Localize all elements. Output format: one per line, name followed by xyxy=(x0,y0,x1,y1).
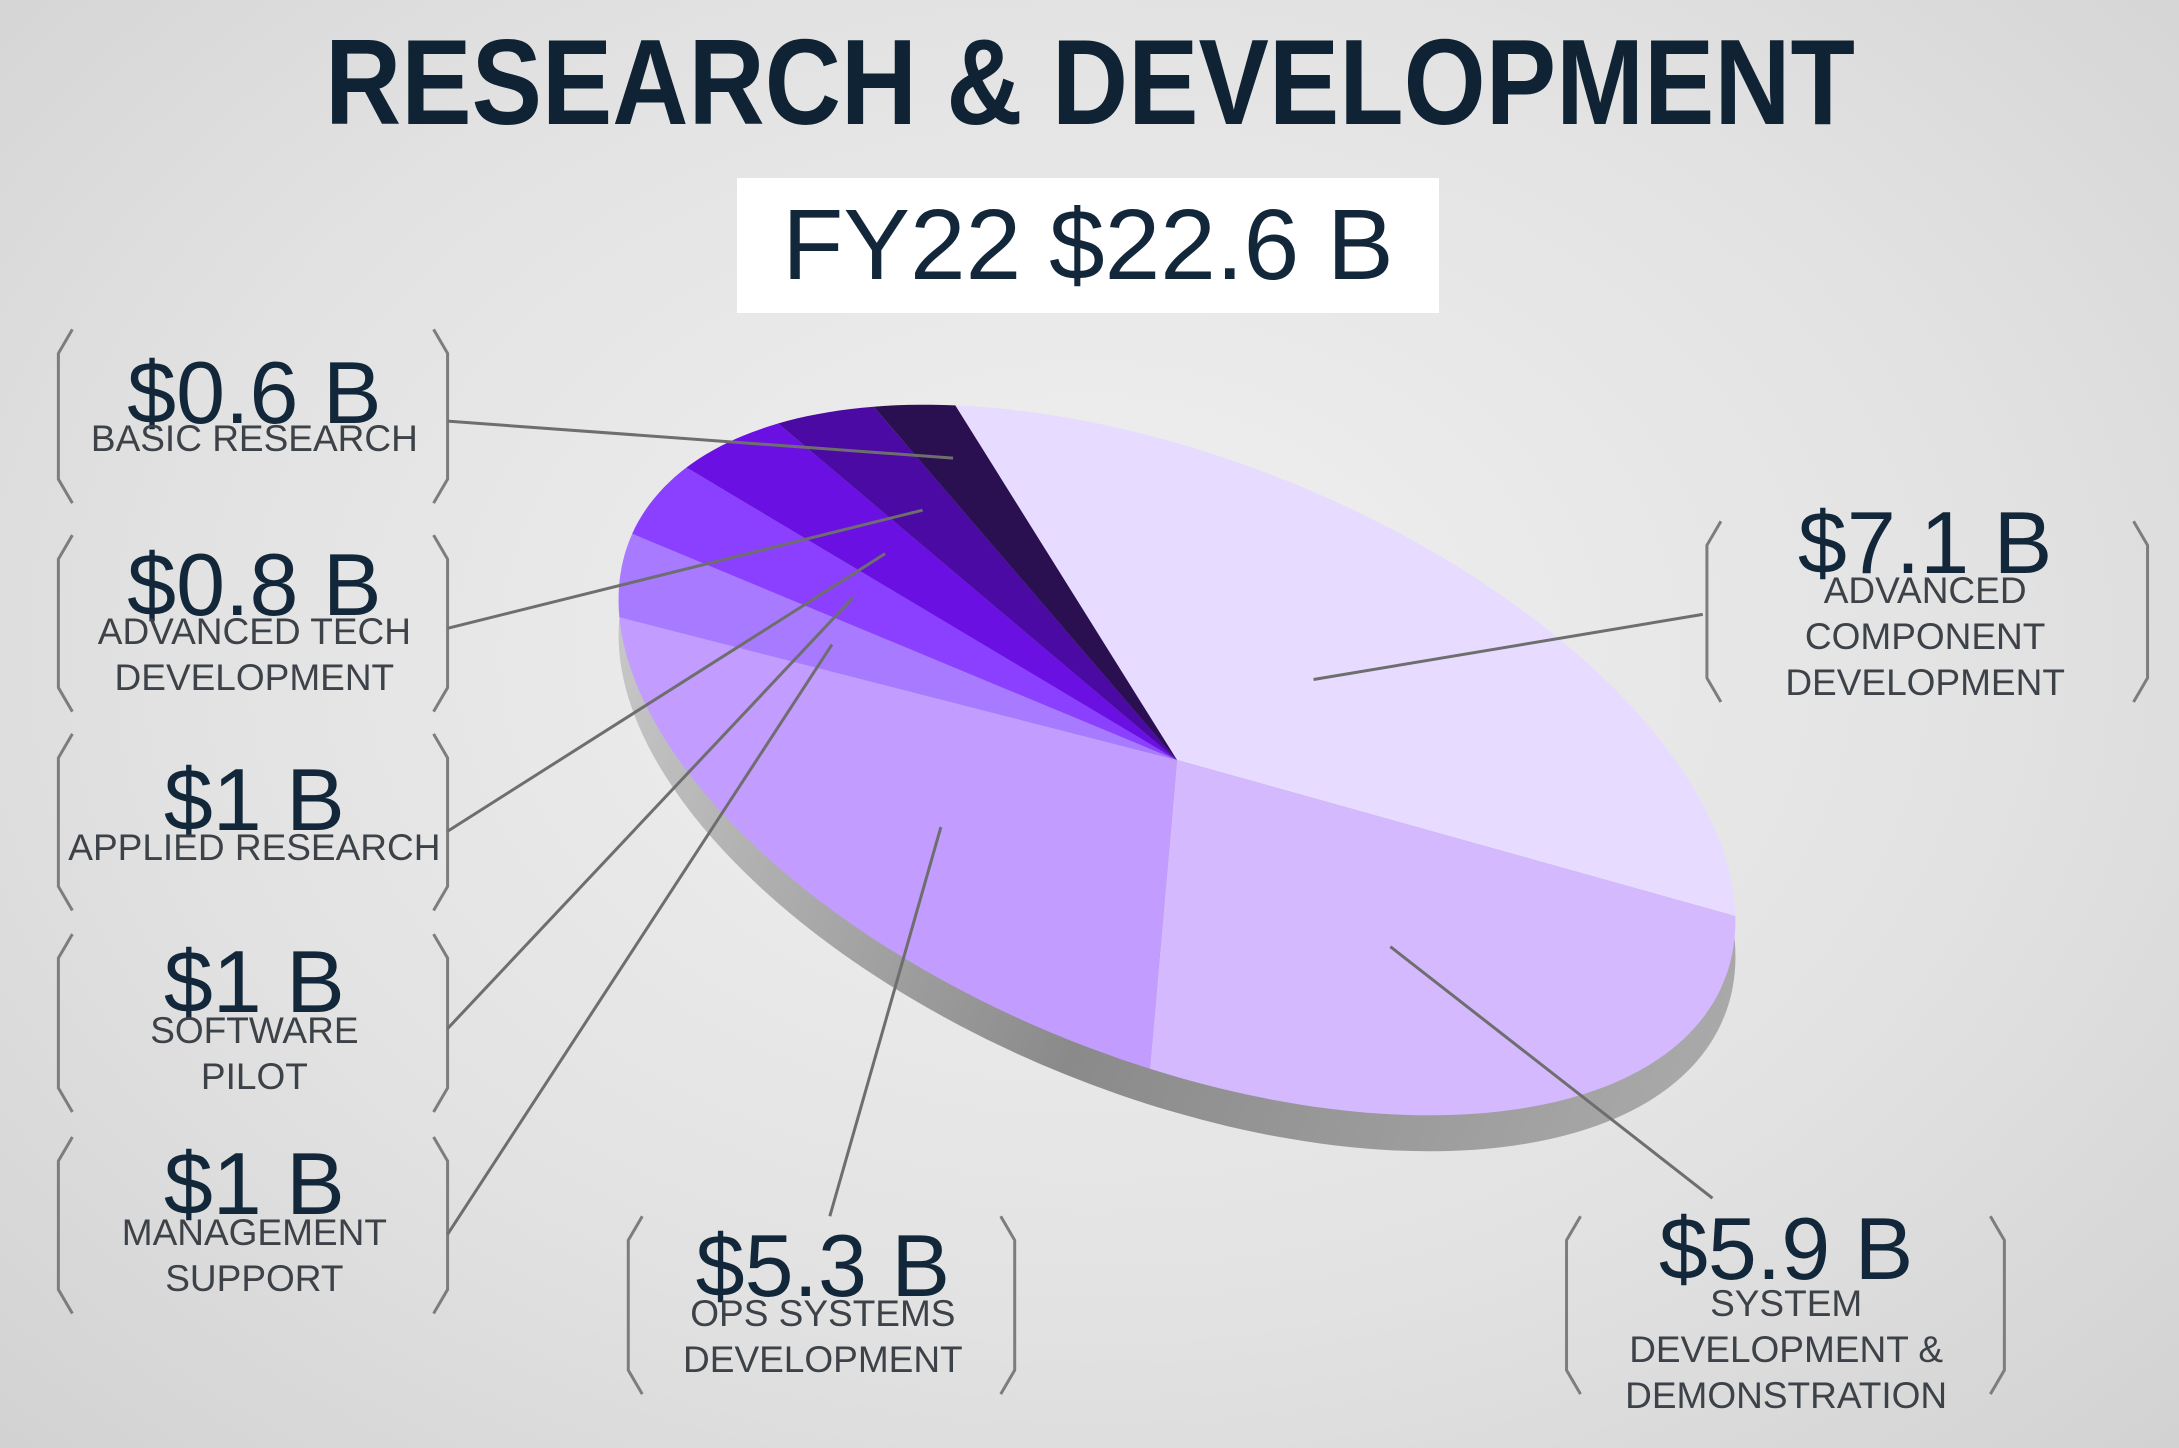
leader-line xyxy=(828,826,943,1217)
bracket xyxy=(432,534,450,713)
pie-slice xyxy=(873,404,1177,760)
leader-line xyxy=(1389,945,1714,1200)
bracket xyxy=(56,1136,74,1315)
bracket xyxy=(432,328,450,504)
value-label: $7.1 B xyxy=(1797,492,2053,592)
category-label: ADVANCED COMPONENT DEVELOPMENT xyxy=(1785,569,2065,703)
bracket xyxy=(56,328,74,504)
bracket xyxy=(56,733,74,912)
leader-line xyxy=(446,552,886,833)
pie-slice xyxy=(632,467,1177,760)
value-label: $1 B xyxy=(163,932,345,1032)
bracket xyxy=(999,1215,1017,1395)
value-label: $0.8 B xyxy=(127,534,382,634)
value-label: $5.9 B xyxy=(1658,1199,1914,1298)
pie-slice xyxy=(619,617,1177,1069)
bracket xyxy=(1989,1215,2006,1395)
title: RESEARCH & DEVELOPMENT xyxy=(325,14,1855,150)
pie-slice xyxy=(778,406,1177,760)
bracket xyxy=(1705,520,1723,703)
bracket xyxy=(432,933,450,1113)
value-label: $0.6 B xyxy=(127,342,382,442)
value-label: $5.3 B xyxy=(695,1215,951,1315)
leader-line xyxy=(447,419,954,460)
category-label: ADVANCED TECH DEVELOPMENT xyxy=(97,611,411,699)
category-label: BASIC RESEARCH xyxy=(90,418,418,460)
leader-line xyxy=(1313,612,1703,681)
bracket xyxy=(432,1136,450,1315)
value-label: $1 B xyxy=(163,1133,345,1233)
bracket xyxy=(432,733,450,912)
subtitle: FY22 $22.6 B xyxy=(782,189,1394,301)
pie-slice xyxy=(955,405,1736,917)
pie-slice xyxy=(1149,760,1736,1116)
category-label: MANAGEMENT SUPPORT xyxy=(121,1211,387,1299)
pie-slice xyxy=(686,423,1177,760)
value-label: $1 B xyxy=(163,750,345,850)
subtitle-box: FY22 $22.6 B xyxy=(737,178,1439,313)
category-label: APPLIED RESEARCH xyxy=(68,826,441,868)
bracket xyxy=(56,933,74,1113)
category-label: SOFTWARE PILOT xyxy=(150,1010,359,1098)
category-label: SYSTEM DEVELOPMENT & DEMONSTRATION xyxy=(1625,1282,1948,1416)
bracket xyxy=(626,1215,644,1395)
leader-line xyxy=(446,596,855,1030)
bracket xyxy=(1565,1215,1582,1395)
leader-line xyxy=(446,643,834,1236)
leader-line xyxy=(447,508,923,630)
category-label: OPS SYSTEMS DEVELOPMENT xyxy=(683,1292,963,1380)
bracket xyxy=(2132,520,2150,703)
pie-slice xyxy=(618,533,1177,760)
bracket xyxy=(56,534,74,713)
